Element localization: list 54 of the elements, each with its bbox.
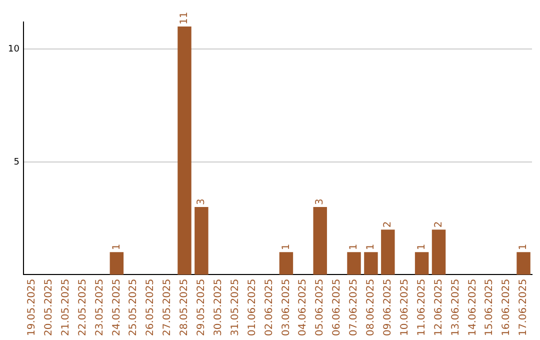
x-tick-label: 27.05.2025 (162, 278, 174, 336)
bar (381, 230, 395, 275)
bar (279, 252, 294, 275)
x-tick-label: 17.06.2025 (518, 278, 530, 336)
x-tick-label: 25.05.2025 (128, 278, 140, 336)
x-tick-label: 07.06.2025 (348, 278, 360, 336)
bar (178, 26, 192, 275)
data-label: 2 (382, 221, 394, 228)
bar (414, 252, 429, 275)
x-tick-label: 05.06.2025 (314, 278, 326, 336)
x-tick-label: 10.06.2025 (399, 278, 410, 336)
x-tick-label: 24.05.2025 (111, 278, 122, 336)
x-tick-label: 20.05.2025 (43, 278, 54, 336)
data-label: 1 (518, 244, 530, 250)
x-tick-label: 12.06.2025 (433, 278, 444, 336)
x-tick-label: 02.06.2025 (264, 278, 275, 336)
x-tick-label: 03.06.2025 (280, 278, 292, 336)
x-tick-label: 30.05.2025 (212, 278, 224, 336)
x-tick-label: 19.05.2025 (26, 278, 38, 336)
y-tick-label: 5 (14, 157, 20, 168)
data-label: 1 (416, 244, 428, 250)
x-tick-label: 15.06.2025 (484, 278, 496, 336)
x-tick-label: 14.06.2025 (467, 278, 478, 336)
bar (432, 230, 446, 275)
bar (347, 252, 361, 275)
x-tick-label: 22.05.2025 (77, 278, 88, 336)
data-label: 1 (348, 244, 360, 250)
data-label: 1 (366, 244, 377, 250)
x-tick-label: 09.06.2025 (382, 278, 394, 336)
x-tick-label: 16.06.2025 (501, 278, 512, 336)
x-tick-label: 23.05.2025 (94, 278, 106, 336)
bar (516, 252, 530, 275)
x-tick-label: 01.06.2025 (246, 278, 258, 336)
data-label: 1 (280, 244, 292, 250)
data-label: 3 (314, 198, 326, 206)
data-label: 1 (111, 244, 122, 250)
bar (194, 207, 208, 275)
x-tick-label: 04.06.2025 (298, 278, 309, 336)
x-tick-label: 11.06.2025 (416, 278, 428, 336)
y-tick-label: 10 (8, 44, 20, 54)
bar (110, 252, 124, 275)
x-tick-label: 26.05.2025 (145, 278, 156, 336)
x-tick-label: 21.05.2025 (60, 278, 72, 336)
x-tick-label: 29.05.2025 (196, 278, 208, 336)
x-tick-label: 28.05.2025 (179, 278, 190, 336)
data-label: 3 (196, 198, 208, 206)
bar (313, 207, 327, 275)
x-tick-label: 06.06.2025 (332, 278, 343, 336)
bar (364, 252, 378, 275)
x-tick-label: 31.05.2025 (230, 278, 241, 336)
data-label: 2 (433, 221, 444, 228)
x-tick-label: 08.06.2025 (366, 278, 377, 336)
x-tick-label: 13.06.2025 (450, 278, 462, 336)
data-label: 11 (179, 12, 190, 25)
